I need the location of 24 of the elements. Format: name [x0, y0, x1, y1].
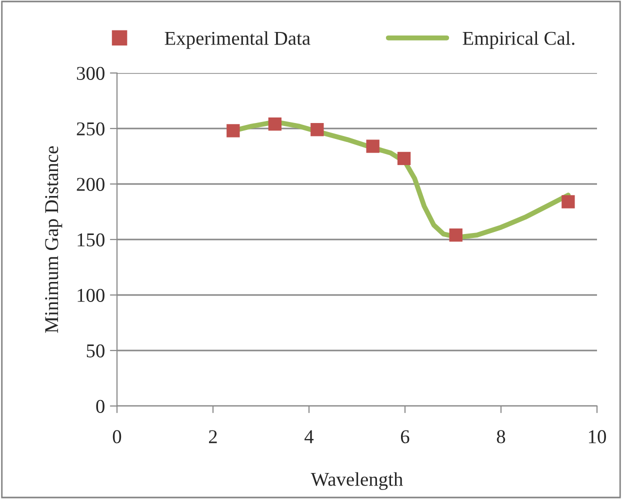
- point: [226, 124, 240, 138]
- y-tick-label: 150: [78, 233, 104, 246]
- point: [562, 195, 575, 208]
- legend-label: Empirical Cal.: [462, 31, 574, 49]
- y-axis-title: Minimum Gap Distance: [45, 146, 62, 333]
- point: [366, 140, 380, 153]
- y-tick-label: 0: [96, 400, 104, 413]
- x-tick-label: 8: [496, 430, 506, 444]
- y-tick-label: 50: [86, 344, 104, 358]
- x-tick-label: 2: [208, 430, 217, 444]
- x-tick-label: 6: [400, 430, 410, 444]
- point: [310, 123, 324, 136]
- x-tick-label: 0: [112, 430, 122, 444]
- point: [268, 117, 282, 131]
- y-tick-label: 200: [76, 178, 104, 191]
- x-axis-title: Wavelength: [310, 472, 403, 490]
- y-tick-label: 300: [76, 66, 104, 80]
- point: [397, 152, 411, 166]
- x-tick-label: 4: [304, 430, 314, 444]
- point: [449, 228, 462, 242]
- x-tick-label: 10: [588, 430, 606, 444]
- y-tick-label: 250: [76, 122, 104, 136]
- y-tick-label: 100: [78, 288, 104, 302]
- legend-label: Experimental Data: [164, 31, 310, 49]
